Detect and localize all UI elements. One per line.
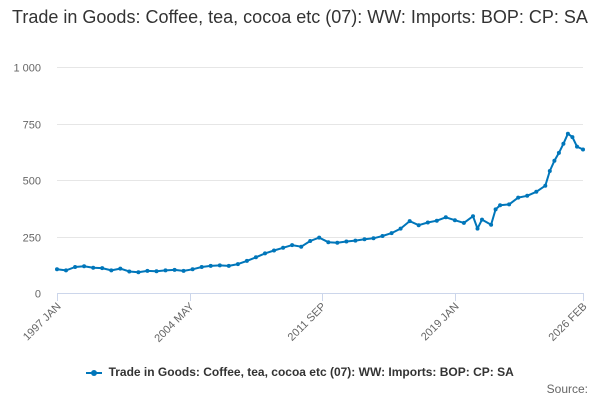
data-point[interactable] (471, 214, 475, 219)
data-point[interactable] (163, 268, 168, 273)
data-point[interactable] (190, 267, 195, 272)
data-point[interactable] (217, 263, 222, 268)
data-point[interactable] (235, 262, 240, 267)
data-point[interactable] (380, 234, 385, 238)
data-point[interactable] (91, 265, 96, 270)
data-point[interactable] (547, 169, 552, 173)
x-tick-label: 1997 JAN (21, 301, 64, 344)
data-point[interactable] (272, 248, 276, 253)
y-tick-label: 500 (23, 176, 41, 188)
data-point[interactable] (290, 243, 295, 248)
data-point[interactable] (489, 222, 494, 227)
data-point[interactable] (407, 219, 412, 224)
x-axis: 1997 JAN 2004 MAY 2011 SEP 2019 JAN 2026 FEB (21, 293, 590, 345)
data-point[interactable] (434, 218, 439, 223)
y-tick-label: 0 (35, 289, 41, 301)
data-point[interactable] (344, 239, 349, 244)
data-point[interactable] (543, 183, 548, 188)
data-point[interactable] (575, 144, 579, 149)
data-point[interactable] (353, 238, 358, 243)
data-point[interactable] (507, 202, 512, 207)
data-point[interactable] (480, 217, 484, 222)
data-point[interactable] (443, 215, 448, 220)
data-point[interactable] (263, 251, 267, 256)
data-point[interactable] (326, 240, 331, 245)
data-point[interactable] (73, 265, 78, 269)
source-credit: Source: (546, 382, 588, 396)
y-axis: 0 250 500 750 1 000 (13, 63, 41, 301)
data-point[interactable] (556, 150, 561, 155)
y-tick-label: 1 000 (13, 63, 41, 75)
data-point[interactable] (493, 207, 498, 212)
legend-label: Trade in Goods: Coffee, tea, cocoa etc (… (108, 365, 514, 379)
data-point[interactable] (299, 244, 304, 249)
series-line[interactable] (56, 132, 584, 274)
data-point[interactable] (55, 267, 59, 272)
data-point[interactable] (461, 220, 466, 225)
data-point[interactable] (281, 245, 286, 250)
data-point[interactable] (317, 235, 322, 240)
data-point[interactable] (109, 268, 114, 273)
data-point[interactable] (308, 239, 313, 243)
data-point[interactable] (570, 135, 575, 140)
data-point[interactable] (244, 258, 249, 263)
gridlines (57, 67, 583, 294)
legend[interactable]: Trade in Goods: Coffee, tea, cocoa etc (… (0, 365, 600, 379)
data-point[interactable] (100, 266, 105, 271)
data-point[interactable] (181, 268, 186, 273)
data-point[interactable] (475, 226, 480, 231)
x-tick-label: 2019 JAN (419, 301, 462, 344)
data-point[interactable] (145, 268, 150, 273)
data-point[interactable] (362, 237, 367, 242)
data-point[interactable] (154, 269, 159, 274)
data-point[interactable] (581, 147, 585, 152)
data-point[interactable] (452, 218, 457, 223)
data-point[interactable] (82, 264, 87, 269)
data-point[interactable] (561, 141, 566, 146)
data-point[interactable] (552, 158, 557, 163)
y-tick-label: 750 (23, 120, 41, 132)
data-point[interactable] (416, 223, 421, 228)
data-point[interactable] (226, 263, 231, 268)
y-tick-label: 250 (23, 233, 41, 245)
data-point[interactable] (565, 131, 570, 136)
data-point[interactable] (371, 236, 376, 241)
data-point[interactable] (498, 203, 503, 208)
data-point[interactable] (516, 195, 521, 200)
data-point[interactable] (208, 263, 213, 268)
data-point[interactable] (398, 226, 403, 231)
data-point[interactable] (335, 240, 340, 245)
legend-dot-marker (91, 369, 98, 376)
data-point[interactable] (425, 220, 430, 225)
data-point[interactable] (172, 267, 177, 272)
x-tick-label: 2026 FEB (547, 301, 590, 344)
data-point[interactable] (525, 193, 530, 198)
x-tick-label: 2011 SEP (286, 301, 329, 344)
data-point[interactable] (64, 268, 68, 273)
data-point[interactable] (136, 270, 141, 275)
x-tick-label: 2004 MAY (152, 300, 197, 345)
data-point[interactable] (199, 265, 204, 269)
data-point[interactable] (253, 255, 258, 260)
data-point[interactable] (127, 269, 132, 274)
series-layer (55, 131, 585, 275)
legend-symbol (86, 368, 103, 378)
data-point[interactable] (118, 266, 123, 271)
data-point[interactable] (534, 189, 539, 194)
data-point[interactable] (389, 231, 394, 236)
chart-title: Trade in Goods: Coffee, tea, cocoa etc (… (12, 7, 588, 27)
